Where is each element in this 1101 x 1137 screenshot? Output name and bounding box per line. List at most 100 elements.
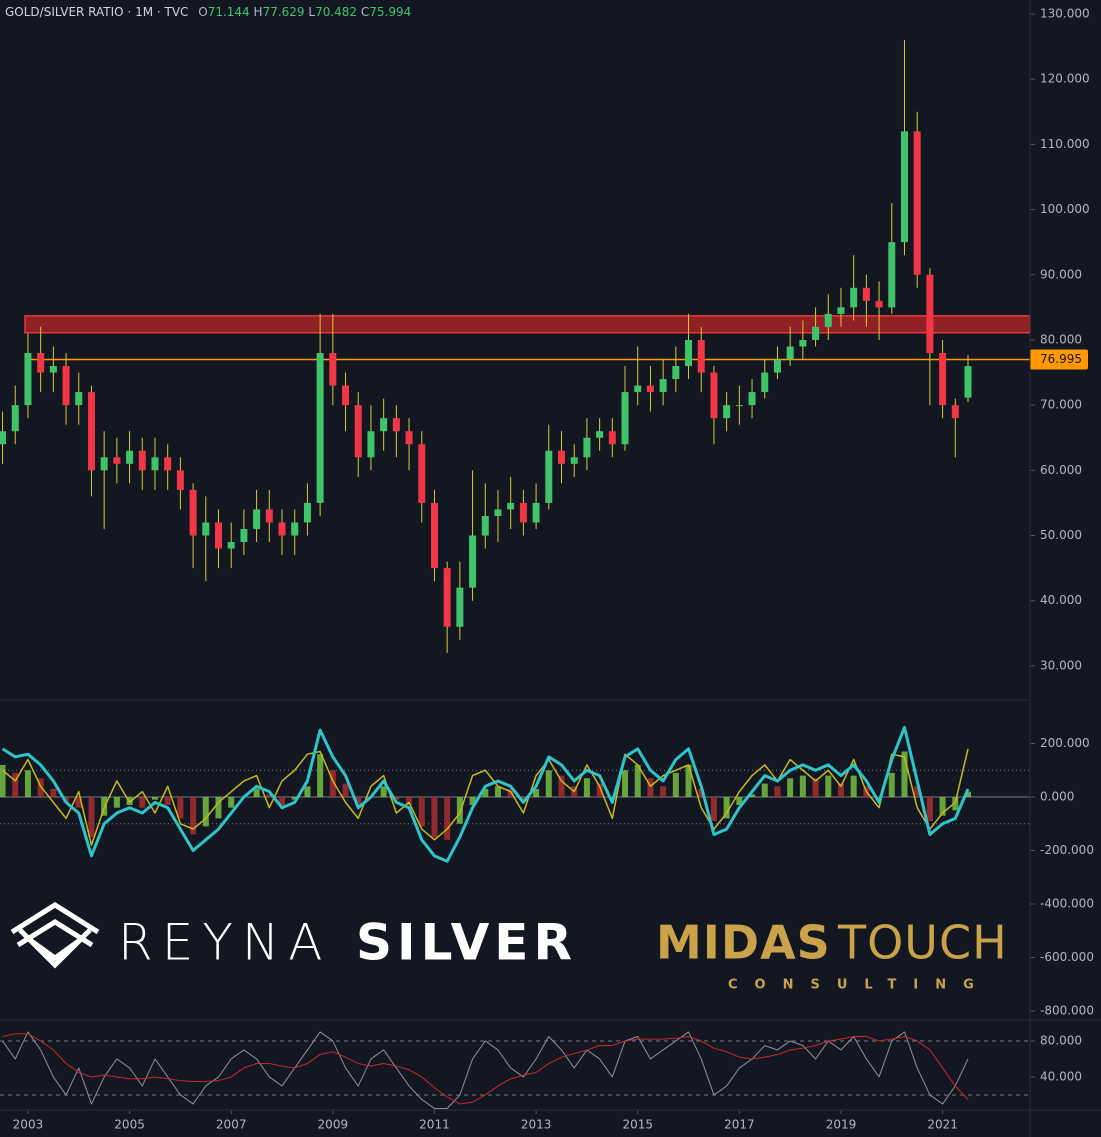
candle (557, 431, 565, 484)
histogram-bar (0, 764, 6, 798)
histogram-bar (291, 797, 298, 800)
histogram-bar (228, 797, 235, 808)
y-tick-label: 50.000 (1040, 528, 1082, 542)
y-tick-label: 40.000 (1040, 593, 1082, 607)
candle (532, 483, 540, 529)
candle (176, 457, 184, 510)
logo-touch: TOUCH (837, 916, 1008, 970)
histogram-bar (596, 783, 603, 798)
candle-body (240, 528, 248, 543)
histogram-bar (342, 783, 349, 798)
candle-body (557, 450, 565, 464)
candle (646, 366, 654, 412)
logo-midas: MIDAS (656, 916, 831, 970)
histogram-bar (558, 775, 565, 798)
candle (87, 385, 95, 497)
candle-body (685, 339, 693, 367)
candle-body (748, 392, 756, 406)
candle (748, 379, 756, 419)
candle-body (291, 522, 299, 536)
x-tick-label: 2021 (927, 1118, 958, 1132)
candle-body (49, 366, 57, 373)
y-tick-label: -600.000 (1040, 950, 1094, 964)
candle-body (697, 339, 705, 373)
candle (75, 372, 83, 425)
x-tick-label: 2007 (216, 1118, 247, 1132)
y-tick-label: 90.000 (1040, 267, 1082, 281)
plot: 30.000 40.000 50.000 60.000 70.000 80.000 90.0… (0, 7, 1094, 1132)
watermark: REYNA SILVER MIDAS TOUCH CONSULTING (10, 902, 1008, 993)
candle-body (138, 450, 146, 471)
candle (329, 313, 337, 406)
candle-body (164, 457, 172, 471)
logo-consulting: CONSULTING (728, 978, 991, 993)
candle-body (621, 392, 629, 445)
oscillator-line (2, 748, 969, 846)
candle (430, 489, 438, 582)
histogram-bar (952, 797, 959, 811)
l-value: 70.482 (315, 5, 357, 19)
histogram-bar (939, 797, 946, 816)
candle-body (265, 509, 273, 523)
candle (342, 372, 350, 432)
legend-header: GOLD/SILVER RATIO · 1M · TVC O71.144 H77… (5, 5, 411, 19)
histogram-bar (812, 778, 819, 798)
candle (278, 509, 286, 556)
candle (951, 398, 959, 458)
candle (888, 203, 896, 314)
candle-body (532, 502, 540, 523)
histogram-bar (622, 770, 629, 798)
histogram-bar (685, 764, 692, 798)
histogram-bar (482, 788, 489, 798)
candle (672, 346, 680, 393)
candle (545, 424, 553, 510)
candle (189, 483, 197, 569)
candle-body (824, 313, 832, 327)
x-tick-label: 2013 (521, 1118, 552, 1132)
candle (939, 339, 947, 419)
y-tick-label: 200.000 (1040, 736, 1090, 750)
x-tick-label: 2015 (622, 1118, 653, 1132)
l-label: L (308, 5, 315, 19)
histogram-bar (965, 791, 972, 798)
x-tick-label: 2019 (826, 1118, 857, 1132)
candle (253, 489, 261, 543)
histogram-bar (253, 788, 260, 798)
candle (367, 405, 375, 471)
candle-body (913, 131, 921, 275)
candle (456, 561, 464, 640)
x-tick-label: 2005 (114, 1118, 145, 1132)
candle (11, 385, 19, 445)
candle (685, 313, 693, 380)
candle-body (812, 326, 820, 340)
histogram-bar (177, 797, 184, 819)
histogram-bar (774, 786, 781, 798)
candle (392, 405, 400, 458)
candle (469, 470, 477, 601)
candle-body (570, 457, 578, 464)
candle-body (469, 535, 477, 588)
histogram-bar (50, 788, 57, 798)
candle-body (215, 522, 223, 549)
candle-body (672, 366, 680, 380)
x-tick-label: 2017 (724, 1118, 755, 1132)
candle-body (799, 339, 807, 347)
histogram-bar (825, 775, 832, 798)
candle (291, 509, 299, 556)
histogram-bar (266, 794, 273, 798)
y-tick-label: 60.000 (1040, 463, 1082, 477)
y-tick-label: 80.000 (1040, 1033, 1082, 1047)
candle-body (862, 287, 870, 301)
candle (49, 346, 57, 393)
y-tick-label: 40.000 (1040, 1069, 1082, 1083)
histogram-bar (88, 797, 95, 838)
histogram-bar (444, 797, 451, 840)
candle-body (113, 457, 121, 464)
candle (62, 352, 70, 425)
candle-body (392, 418, 400, 432)
candle-body (773, 359, 781, 373)
candle (202, 496, 210, 582)
candle (824, 294, 832, 340)
y-tick-label: 130.000 (1040, 7, 1090, 21)
